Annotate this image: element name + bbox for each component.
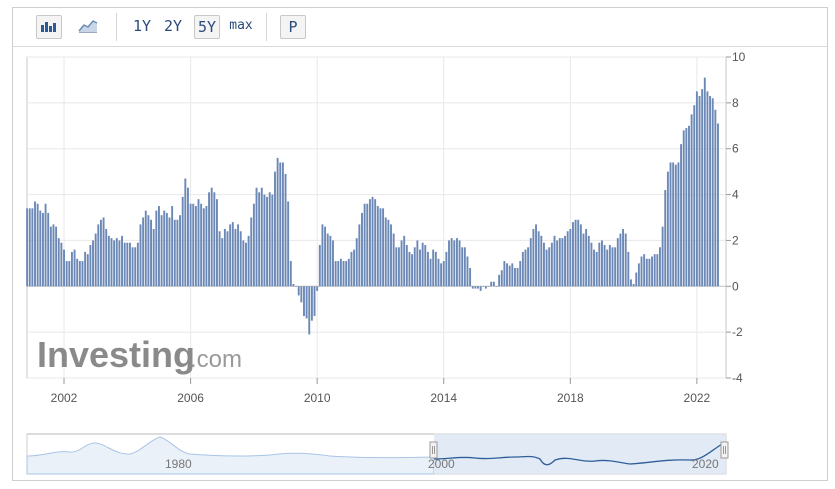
area-chart-icon[interactable] xyxy=(76,15,102,39)
toolbar-divider xyxy=(266,13,267,41)
range-max-button[interactable]: max xyxy=(229,18,253,33)
chart-frame xyxy=(12,7,828,481)
range-5y-button[interactable]: 5Y xyxy=(194,15,220,39)
range-2y-button[interactable]: 2Y xyxy=(163,17,183,35)
p-button[interactable]: P xyxy=(280,15,306,39)
chart-toolbar: 1Y 2Y 5Y max P xyxy=(12,7,828,47)
bar-chart-icon[interactable] xyxy=(36,15,62,39)
range-1y-button[interactable]: 1Y xyxy=(132,17,152,35)
toolbar-divider xyxy=(116,13,117,41)
